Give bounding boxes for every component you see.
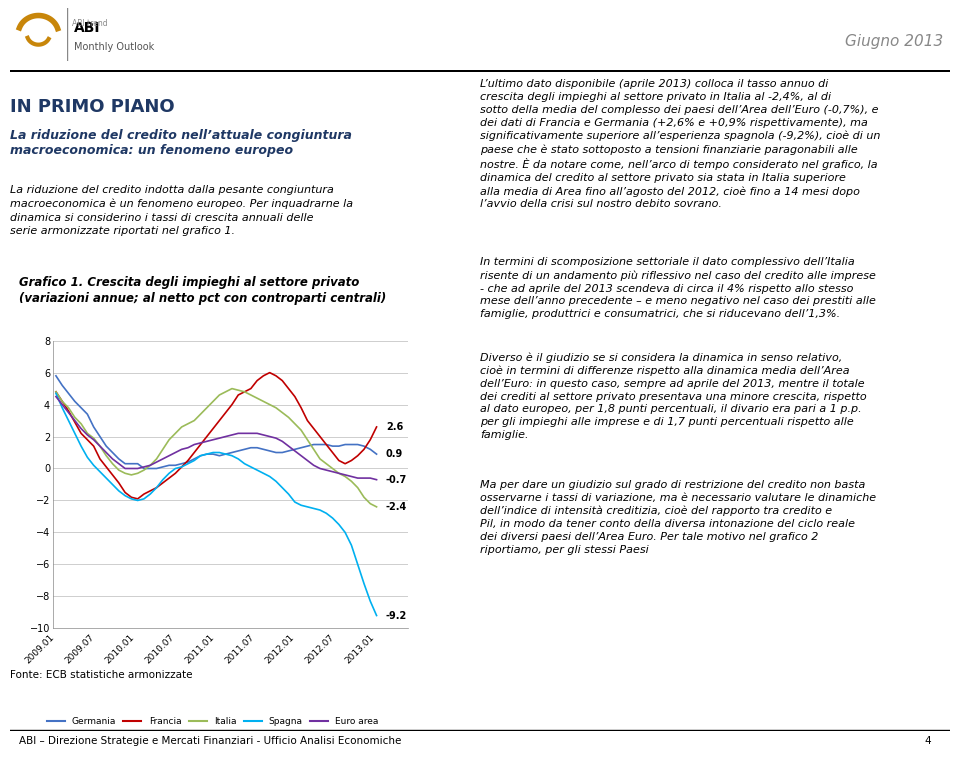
Francia bbox=[207, 424, 219, 433]
Text: 2.6: 2.6 bbox=[386, 422, 403, 432]
Germania bbox=[207, 450, 219, 459]
Text: 0.9: 0.9 bbox=[386, 449, 403, 459]
Text: IN PRIMO PIANO: IN PRIMO PIANO bbox=[10, 98, 174, 117]
Text: Diverso è il giudizio se si considera la dinamica in senso relativo,
cioè in ter: Diverso è il giudizio se si considera la… bbox=[480, 352, 867, 440]
Spagna bbox=[346, 540, 357, 550]
Euro area bbox=[163, 451, 175, 460]
Text: Ma per dare un giudizio sul grado di restrizione del credito non basta
osservarn: Ma per dare un giudizio sul grado di res… bbox=[480, 480, 876, 555]
Italia bbox=[371, 503, 382, 512]
Line: Italia: Italia bbox=[56, 388, 376, 507]
Euro area bbox=[75, 424, 86, 433]
Spagna bbox=[201, 450, 212, 459]
Francia bbox=[227, 400, 238, 409]
Italia bbox=[264, 400, 276, 409]
Francia bbox=[371, 422, 382, 431]
Text: ABI trend: ABI trend bbox=[72, 19, 108, 28]
Text: ABI – Direzione Strategie e Mercati Finanziari - Ufficio Analisi Economiche: ABI – Direzione Strategie e Mercati Fina… bbox=[19, 736, 401, 746]
Text: Fonte: ECB statistiche armonizzate: Fonte: ECB statistiche armonizzate bbox=[10, 670, 192, 680]
Line: Euro area: Euro area bbox=[56, 397, 376, 480]
Germania bbox=[264, 447, 276, 456]
Spagna bbox=[50, 389, 61, 398]
Germania bbox=[371, 450, 382, 459]
Text: ABI: ABI bbox=[75, 20, 101, 35]
Text: 4: 4 bbox=[924, 736, 931, 746]
Euro area bbox=[346, 472, 357, 481]
Line: Germania: Germania bbox=[56, 375, 376, 469]
Euro area bbox=[371, 475, 382, 484]
Text: La riduzione del credito nell’attuale congiuntura
macroeconomica: un fenomeno eu: La riduzione del credito nell’attuale co… bbox=[10, 129, 351, 157]
Italia bbox=[50, 388, 61, 397]
Francia bbox=[75, 428, 86, 438]
Italia bbox=[352, 483, 364, 492]
Text: In termini di scomposizione settoriale il dato complessivo dell’Italia
risente d: In termini di scomposizione settoriale i… bbox=[480, 257, 876, 319]
Germania bbox=[352, 440, 364, 449]
Euro area bbox=[201, 437, 212, 446]
Italia bbox=[75, 419, 86, 428]
Text: Monthly Outlook: Monthly Outlook bbox=[75, 42, 155, 52]
Italia bbox=[252, 394, 263, 403]
Germania bbox=[138, 464, 150, 473]
Euro area bbox=[245, 428, 256, 438]
Germania bbox=[50, 371, 61, 380]
Text: -0.7: -0.7 bbox=[386, 475, 407, 484]
Germania bbox=[170, 461, 181, 470]
Text: Giugno 2013: Giugno 2013 bbox=[845, 34, 943, 49]
Text: -2.4: -2.4 bbox=[386, 502, 407, 512]
Euro area bbox=[257, 431, 269, 440]
Text: -9.2: -9.2 bbox=[386, 611, 407, 621]
Francia bbox=[270, 371, 281, 380]
Spagna bbox=[371, 611, 382, 620]
Francia bbox=[252, 376, 263, 385]
Text: L’ultimo dato disponibile (aprile 2013) colloca il tasso annuo di
crescita degli: L’ultimo dato disponibile (aprile 2013) … bbox=[480, 79, 880, 210]
Italia bbox=[227, 384, 238, 393]
Euro area bbox=[50, 392, 61, 401]
Spagna bbox=[163, 469, 175, 478]
Spagna bbox=[257, 469, 269, 478]
Francia bbox=[50, 388, 61, 397]
Line: Spagna: Spagna bbox=[56, 394, 376, 615]
Francia bbox=[132, 494, 143, 503]
Text: La riduzione del credito indotta dalla pesante congiuntura
macroeconomica è un f: La riduzione del credito indotta dalla p… bbox=[10, 185, 352, 235]
Text: Grafico 1. Crescita degli impieghi al settore privato
(variazioni annue; al nett: Grafico 1. Crescita degli impieghi al se… bbox=[19, 276, 387, 305]
Germania bbox=[252, 443, 263, 452]
Francia bbox=[264, 368, 276, 377]
Line: Francia: Francia bbox=[56, 372, 376, 499]
Legend: Germania, Francia, Italia, Spagna, Euro area: Germania, Francia, Italia, Spagna, Euro … bbox=[43, 713, 382, 730]
Italia bbox=[163, 435, 175, 444]
Spagna bbox=[75, 441, 86, 450]
Germania bbox=[75, 403, 86, 413]
Italia bbox=[201, 403, 212, 413]
Spagna bbox=[245, 463, 256, 472]
Francia bbox=[170, 469, 181, 478]
